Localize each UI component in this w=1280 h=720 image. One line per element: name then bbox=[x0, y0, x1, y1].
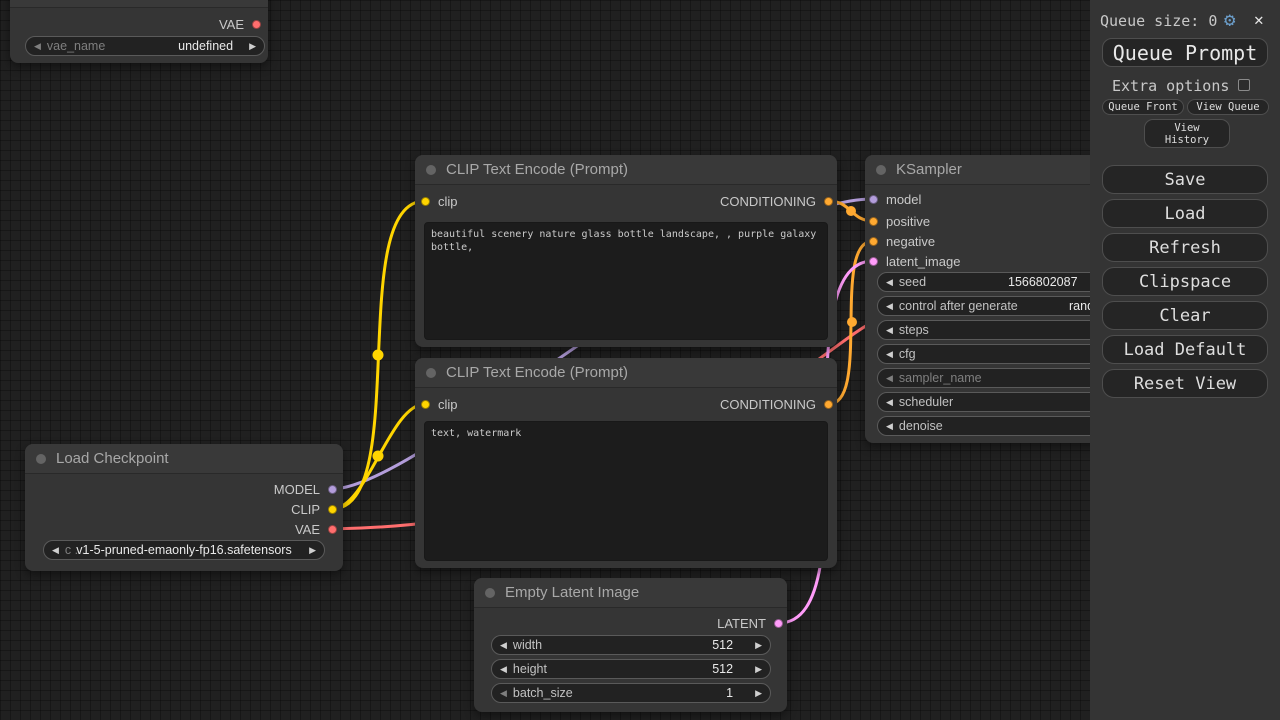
queue-prompt-button[interactable]: Queue Prompt bbox=[1102, 38, 1268, 67]
port-negative-input[interactable]: negative bbox=[869, 234, 935, 249]
port-latent-image-input[interactable]: latent_image bbox=[869, 254, 960, 269]
increment-icon[interactable]: ▶ bbox=[755, 664, 762, 674]
conditioning-port-icon[interactable] bbox=[869, 236, 878, 246]
node-load-vae-titlebar[interactable] bbox=[10, 0, 268, 8]
increment-icon[interactable]: ▶ bbox=[755, 640, 762, 650]
node-load-vae[interactable]: VAE ◀ vae_name undefined ▶ bbox=[10, 0, 268, 63]
decrement-icon[interactable]: ◀ bbox=[500, 664, 507, 674]
port-clip-input[interactable]: clip bbox=[421, 397, 458, 412]
clip-port-icon[interactable] bbox=[328, 504, 337, 514]
load-button[interactable]: Load bbox=[1102, 199, 1268, 228]
clear-button[interactable]: Clear bbox=[1102, 301, 1268, 330]
decrement-icon[interactable]: ◀ bbox=[886, 301, 893, 311]
port-clip-output[interactable]: CLIP bbox=[291, 502, 337, 517]
conditioning-port-icon[interactable] bbox=[824, 399, 833, 409]
queue-front-button[interactable]: Queue Front bbox=[1102, 99, 1184, 115]
port-conditioning-output[interactable]: CONDITIONING bbox=[720, 397, 833, 412]
view-history-button[interactable]: View History bbox=[1144, 119, 1230, 148]
node-title-bar[interactable]: Empty Latent Image bbox=[474, 578, 787, 608]
conditioning-port-icon[interactable] bbox=[869, 216, 878, 226]
node-load-checkpoint[interactable]: Load Checkpoint MODEL CLIP VAE ◀ c ... v… bbox=[25, 444, 343, 571]
latent-port-icon[interactable] bbox=[869, 256, 878, 266]
node-title: KSampler bbox=[896, 161, 962, 178]
latent-port-icon[interactable] bbox=[774, 618, 783, 628]
increment-icon[interactable]: ▶ bbox=[755, 688, 762, 698]
collapse-dot-icon[interactable] bbox=[426, 164, 436, 175]
decrement-icon[interactable]: ◀ bbox=[886, 373, 893, 383]
link-dot bbox=[846, 206, 856, 216]
save-button[interactable]: Save bbox=[1102, 165, 1268, 194]
collapse-dot-icon[interactable] bbox=[485, 587, 495, 598]
widget-width[interactable]: ◀ width 512 ▶ bbox=[491, 635, 771, 655]
conditioning-port-icon[interactable] bbox=[824, 196, 833, 206]
clipspace-button[interactable]: Clipspace bbox=[1102, 267, 1268, 296]
model-port-icon[interactable] bbox=[328, 484, 337, 494]
vae-port-icon[interactable] bbox=[328, 524, 337, 534]
node-title: Load Checkpoint bbox=[56, 450, 169, 467]
clip-port-icon[interactable] bbox=[421, 196, 430, 206]
decrement-icon[interactable]: ◀ bbox=[886, 349, 893, 359]
extra-options-label: Extra options bbox=[1112, 77, 1230, 95]
node-clip-text-encode-positive[interactable]: CLIP Text Encode (Prompt) clip CONDITION… bbox=[415, 155, 837, 347]
widget-ckpt-name[interactable]: ◀ c ... v1-5-pruned-emaonly-fp16.safeten… bbox=[43, 540, 325, 560]
widget-batch-size[interactable]: ◀ batch_size 1 ▶ bbox=[491, 683, 771, 703]
link-dot bbox=[372, 349, 384, 361]
prompt-textarea-positive[interactable]: beautiful scenery nature glass bottle la… bbox=[424, 222, 828, 340]
settings-gear-icon[interactable]: ⚙ bbox=[1224, 9, 1236, 31]
node-clip-text-encode-negative[interactable]: CLIP Text Encode (Prompt) clip CONDITION… bbox=[415, 358, 837, 568]
link-dot bbox=[847, 317, 857, 327]
port-conditioning-output[interactable]: CONDITIONING bbox=[720, 194, 833, 209]
extra-options-checkbox[interactable] bbox=[1238, 79, 1250, 91]
collapse-dot-icon[interactable] bbox=[426, 367, 436, 378]
collapse-dot-icon[interactable] bbox=[36, 453, 46, 464]
decrement-icon[interactable]: ◀ bbox=[52, 545, 59, 555]
decrement-icon[interactable]: ◀ bbox=[886, 277, 893, 287]
node-title: CLIP Text Encode (Prompt) bbox=[446, 364, 629, 381]
port-clip-input[interactable]: clip bbox=[421, 194, 458, 209]
decrement-icon[interactable]: ◀ bbox=[500, 640, 507, 650]
node-title: CLIP Text Encode (Prompt) bbox=[446, 161, 629, 178]
port-model-input[interactable]: model bbox=[869, 192, 921, 207]
port-model-output[interactable]: MODEL bbox=[274, 482, 337, 497]
node-title: Empty Latent Image bbox=[505, 584, 640, 601]
node-title-bar[interactable]: CLIP Text Encode (Prompt) bbox=[415, 155, 837, 185]
decrement-icon[interactable]: ◀ bbox=[500, 688, 507, 698]
decrement-icon[interactable]: ◀ bbox=[886, 325, 893, 335]
link-dot bbox=[372, 450, 384, 462]
view-queue-button[interactable]: View Queue bbox=[1187, 99, 1269, 115]
node-empty-latent-image[interactable]: Empty Latent Image LATENT ◀ width 512 ▶ … bbox=[474, 578, 787, 712]
decrement-icon[interactable]: ◀ bbox=[34, 41, 41, 51]
prompt-textarea-negative[interactable]: text, watermark bbox=[424, 421, 828, 561]
increment-icon[interactable]: ▶ bbox=[309, 545, 316, 555]
decrement-icon[interactable]: ◀ bbox=[886, 421, 893, 431]
load-default-button[interactable]: Load Default bbox=[1102, 335, 1268, 364]
node-title-bar[interactable]: Load Checkpoint bbox=[25, 444, 343, 474]
port-vae-output[interactable]: VAE bbox=[295, 522, 337, 537]
clip-port-icon[interactable] bbox=[421, 399, 430, 409]
port-latent-output[interactable]: LATENT bbox=[717, 616, 783, 631]
increment-icon[interactable]: ▶ bbox=[249, 41, 256, 51]
widget-height[interactable]: ◀ height 512 ▶ bbox=[491, 659, 771, 679]
node-title-bar[interactable]: CLIP Text Encode (Prompt) bbox=[415, 358, 837, 388]
port-positive-input[interactable]: positive bbox=[869, 214, 930, 229]
decrement-icon[interactable]: ◀ bbox=[886, 397, 893, 407]
queue-size-label: Queue size: 0 bbox=[1100, 12, 1218, 30]
comfy-menu: Queue size: 0 ⚙ ✕ Queue Prompt Extra opt… bbox=[1090, 0, 1280, 720]
refresh-button[interactable]: Refresh bbox=[1102, 233, 1268, 262]
port-vae-output[interactable]: VAE bbox=[219, 17, 261, 32]
widget-vae-name[interactable]: ◀ vae_name undefined ▶ bbox=[25, 36, 265, 56]
close-icon[interactable]: ✕ bbox=[1254, 10, 1264, 29]
model-port-icon[interactable] bbox=[869, 194, 878, 204]
reset-view-button[interactable]: Reset View bbox=[1102, 369, 1268, 398]
vae-port-icon[interactable] bbox=[252, 19, 261, 29]
collapse-dot-icon[interactable] bbox=[876, 164, 886, 175]
